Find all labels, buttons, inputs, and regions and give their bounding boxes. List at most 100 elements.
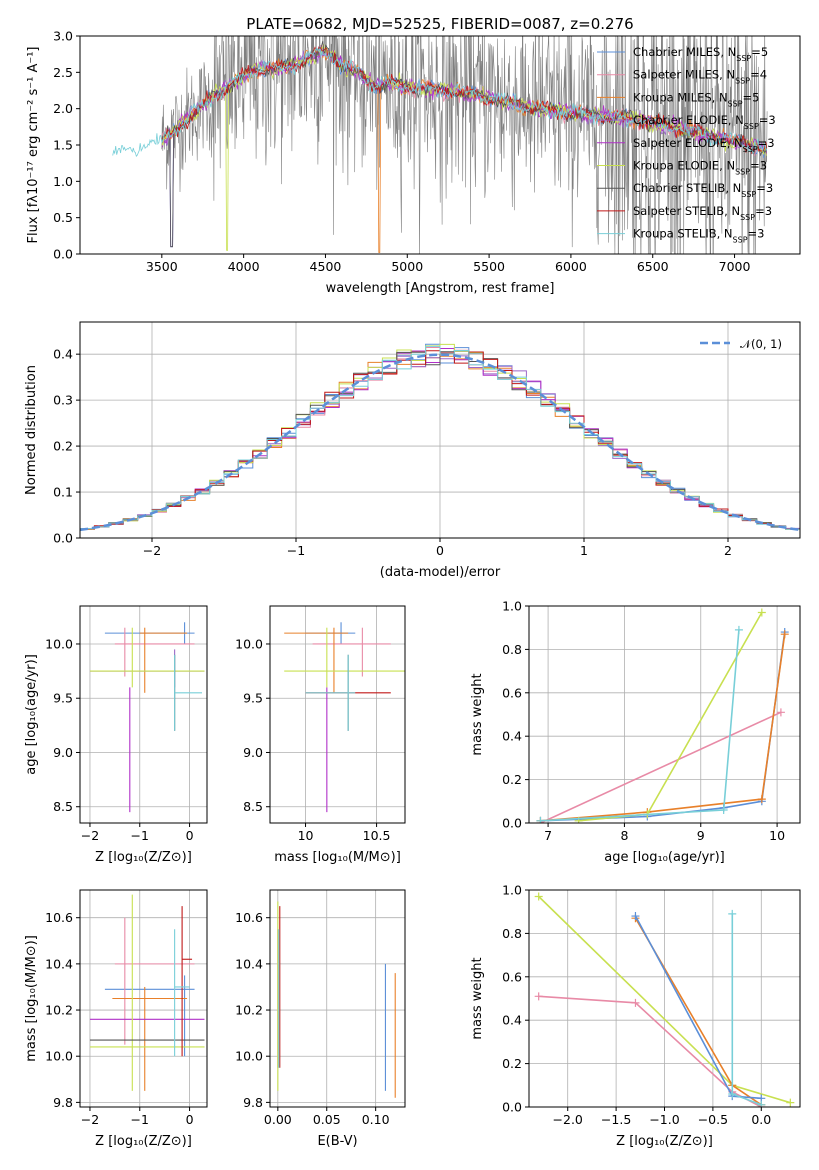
x-tick-label: 10.5 [363, 828, 391, 843]
y-axis-label: mass weight [470, 673, 485, 755]
axes-frame [528, 889, 801, 1108]
x-tick-label: −0.5 [698, 1112, 728, 1127]
legend-label: 𝒩(0, 1) [740, 337, 782, 351]
x-tick-label: −1 [131, 1112, 149, 1127]
mass-vs-Z-panel: −2 −1 0 9.8 10.0 10.2 10.4 10.6 Z [log₁₀(Z/Z⊙)] m… [24, 889, 208, 1149]
x-axis-label: E(B-V) [317, 1134, 357, 1149]
x-tick-label: 4500 [310, 259, 342, 274]
weight-series-line [634, 917, 762, 1106]
y-tick-label: 0.1 [53, 485, 73, 500]
x-tick-label: 7 [544, 828, 552, 843]
weight-series-line [538, 995, 762, 1107]
x-axis-label: Z [log₁₀(Z/Z⊙)] [95, 850, 192, 865]
plot-area [536, 608, 789, 823]
x-tick-label: 2 [724, 543, 732, 558]
weight-point-marker [786, 1098, 795, 1107]
legend-label: Kroupa ELODIE, NSSP=3 [633, 159, 767, 177]
y-tick-label: 0.2 [53, 439, 73, 454]
y-tick-label: 10.0 [45, 1049, 73, 1064]
weight-series-line [540, 631, 786, 822]
weight-point-marker [719, 805, 728, 814]
y-axis-label: age [log₁₀(age/yr)] [24, 654, 39, 775]
x-tick-label: 8 [620, 828, 628, 843]
plot-area [80, 343, 800, 532]
y-tick-label: 8.5 [53, 799, 73, 814]
model-spectrum-kroupa-stelib [112, 47, 767, 158]
spectrum-panel: 3500 4000 4500 5000 5500 6000 6500 7000 0.0 0.5 1.… [26, 15, 801, 296]
x-tick-label: −1.5 [601, 1112, 631, 1127]
x-axis-label: Z [log₁₀(Z/Z⊙)] [95, 1134, 192, 1149]
weight-point-marker [536, 816, 545, 823]
y-tick-label: 9.8 [53, 1095, 73, 1110]
x-axis-label: wavelength [Angstrom, rest frame] [326, 281, 555, 296]
y-tick-label: 0.4 [53, 347, 73, 362]
x-tick-label: 0 [436, 543, 444, 558]
x-tick-label: 1 [580, 543, 588, 558]
weight-point-marker [534, 892, 543, 901]
y-tick-label: 0.0 [502, 816, 522, 831]
weight-vs-Z-panel: −2.0 −1.5 −1.0 −0.5 0.0 0.0 0.2 0.4 0.6 0.8 1.0 Z [… [470, 883, 801, 1149]
y-tick-label: 0.8 [502, 926, 522, 941]
axes-frame [79, 889, 208, 1108]
y-tick-label: 10.0 [45, 636, 73, 651]
y-tick-label: 10.4 [235, 956, 263, 971]
plot-area [89, 622, 205, 813]
x-tick-label: 10 [298, 828, 314, 843]
weight-point-marker [728, 909, 737, 918]
mass-vs-EBV-panel: 0.00 0.05 0.10 9.8 10.0 10.2 10.4 10.6 E(B-V) [235, 889, 406, 1149]
x-tick-label: −1 [287, 543, 305, 558]
weight-point-marker [728, 1089, 737, 1098]
x-tick-label: 7000 [719, 259, 751, 274]
x-tick-label: 5500 [473, 259, 505, 274]
y-tick-label: 10.2 [235, 1003, 263, 1018]
weight-point-marker [734, 625, 743, 634]
y-tick-label: 0.2 [502, 772, 522, 787]
axes-frame [79, 605, 208, 824]
y-tick-label: 1.0 [502, 599, 522, 614]
y-tick-label: 3.0 [53, 29, 73, 44]
y-tick-label: 9.0 [243, 745, 263, 760]
axes-frame [269, 889, 406, 1108]
x-tick-label: −2 [143, 543, 161, 558]
y-tick-label: 1.0 [502, 883, 522, 898]
axes-frame [79, 321, 801, 539]
y-tick-label: 10.4 [45, 956, 73, 971]
legend-label: Chabrier STELIB, NSSP=3 [633, 181, 773, 199]
x-tick-label: 10 [769, 828, 785, 843]
x-tick-label: −2.0 [553, 1112, 583, 1127]
x-axis-label: age [log₁₀(age/yr)] [604, 850, 725, 865]
weight-series-line [540, 634, 786, 822]
weight-point-marker [780, 630, 789, 639]
x-axis-label: Z [log₁₀(Z/Z⊙)] [616, 1134, 713, 1149]
axes-frame [79, 35, 801, 255]
y-tick-label: 0.3 [53, 393, 73, 408]
x-tick-label: −2 [81, 828, 99, 843]
y-tick-label: 0.6 [502, 685, 522, 700]
y-tick-label: 10.0 [235, 1049, 263, 1064]
x-tick-label: −1 [131, 828, 149, 843]
y-axis-label: Normed distribution [24, 365, 39, 495]
x-tick-label: 3500 [146, 259, 178, 274]
x-tick-label: 0.00 [264, 1112, 292, 1127]
legend-label: Kroupa MILES, NSSP=5 [633, 90, 759, 108]
weight-point-marker [534, 992, 543, 1001]
y-tick-label: 0.8 [502, 642, 522, 657]
weight-series-line [634, 915, 762, 1100]
y-tick-label: 10.6 [45, 910, 73, 925]
plot-area [284, 622, 405, 813]
y-tick-label: 10.2 [45, 1003, 73, 1018]
weight-series-line [540, 629, 740, 822]
y-tick-label: 2.0 [53, 101, 73, 116]
legend-label: Chabrier MILES, NSSP=5 [633, 45, 768, 63]
x-tick-label: 0.05 [313, 1112, 341, 1127]
x-tick-label: 6000 [555, 259, 587, 274]
weight-point-marker [757, 795, 766, 804]
x-tick-label: 0 [186, 828, 194, 843]
legend-label: Chabrier ELODIE, NSSP=3 [633, 113, 776, 131]
x-tick-label: 0.10 [362, 1112, 390, 1127]
age-vs-mass-panel: 10 10.5 8.5 9.0 9.5 10.0 mass [log₁₀(M/M⊙)] [235, 605, 406, 865]
weight-series-line [578, 612, 763, 822]
weight-point-marker [631, 912, 640, 921]
x-tick-label: 4000 [228, 259, 260, 274]
